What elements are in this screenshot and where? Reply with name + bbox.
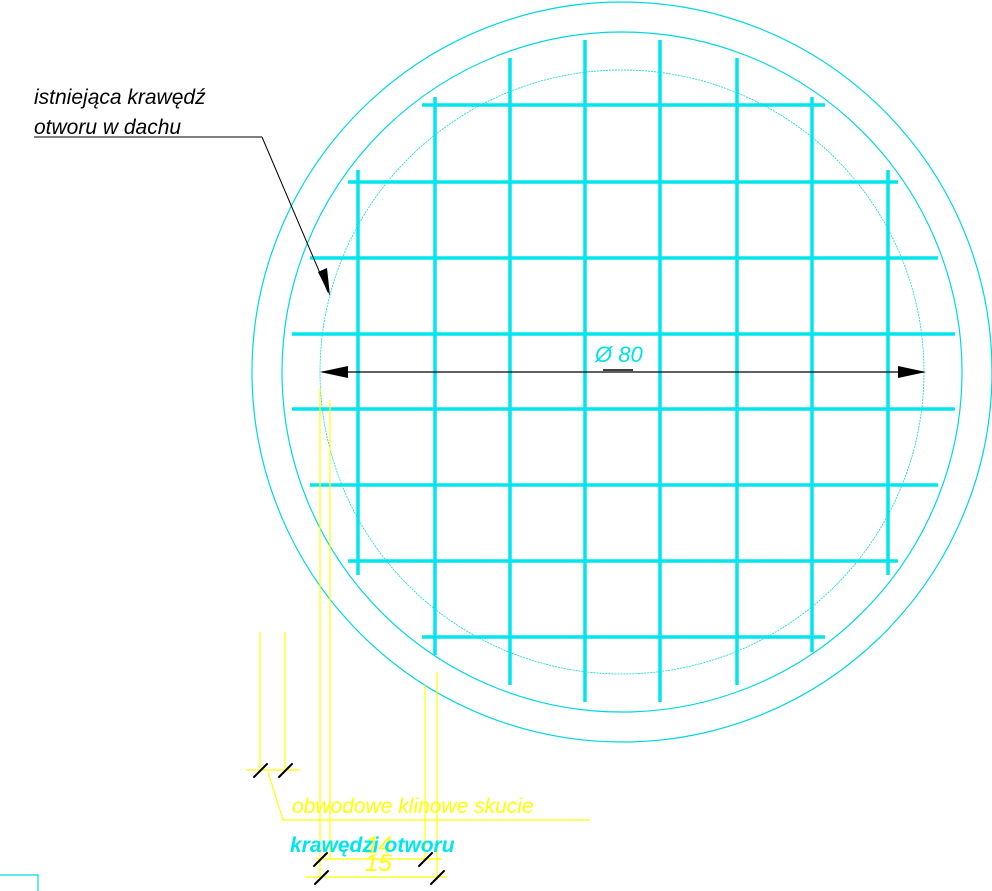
yellow-dimensions bbox=[246, 388, 590, 880]
leader-line bbox=[261, 136, 329, 293]
tick-marks bbox=[253, 763, 445, 885]
diameter-label: Ø 80 bbox=[594, 342, 643, 367]
frame-corner bbox=[0, 874, 39, 891]
chiseling-leader bbox=[267, 771, 590, 821]
dimension-label-14: 14 bbox=[365, 832, 392, 859]
tick-mark bbox=[430, 870, 445, 885]
tick-mark bbox=[418, 852, 433, 867]
tick-mark bbox=[278, 763, 293, 778]
middle-circle bbox=[281, 31, 963, 713]
existing-edge-label-line2: otworu w dachu bbox=[34, 116, 181, 139]
diameter-dimension: Ø 80 bbox=[320, 342, 926, 378]
tick-mark bbox=[313, 852, 328, 867]
arrowhead-left bbox=[320, 366, 348, 378]
opening-edges-label: krawędzi otworu bbox=[290, 834, 455, 857]
chiseling-label: obwodowe klinowe skucie bbox=[292, 795, 534, 818]
rebar-mesh bbox=[292, 40, 955, 702]
existing-edge-label-line1: istniejąca krawędź bbox=[34, 86, 206, 109]
arrowhead-right bbox=[898, 366, 926, 378]
tick-mark bbox=[253, 763, 268, 778]
existing-edge-leader: istniejąca krawędź otworu w dachu bbox=[34, 86, 330, 296]
dimension-label-15: 15 bbox=[365, 850, 392, 877]
leader-arrowhead bbox=[318, 268, 330, 296]
tick-mark bbox=[314, 870, 329, 885]
outer-circle bbox=[251, 1, 992, 743]
